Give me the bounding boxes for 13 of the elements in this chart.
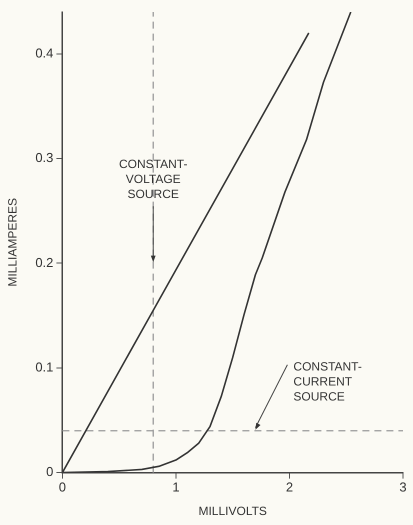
annotation: CONSTANT- VOLTAGE SOURCE [119, 157, 188, 202]
annotation: CONSTANT- CURRENT SOURCE [293, 360, 362, 404]
y-tick-label: 0.2 [35, 254, 54, 270]
y-axis-title: MILLIAMPERES [6, 198, 20, 287]
x-tick-label: 3 [399, 480, 407, 495]
x-tick-label: 2 [286, 480, 294, 495]
x-tick-label: 0 [58, 480, 66, 495]
y-tick-label: 0 [46, 464, 54, 480]
y-tick-label: 0.4 [35, 45, 54, 60]
y-tick-label: 0.1 [35, 359, 54, 374]
x-tick-label: 1 [172, 480, 180, 495]
x-axis-title: MILLIVOLTS [198, 504, 267, 518]
y-tick-label: 0.3 [35, 150, 54, 166]
